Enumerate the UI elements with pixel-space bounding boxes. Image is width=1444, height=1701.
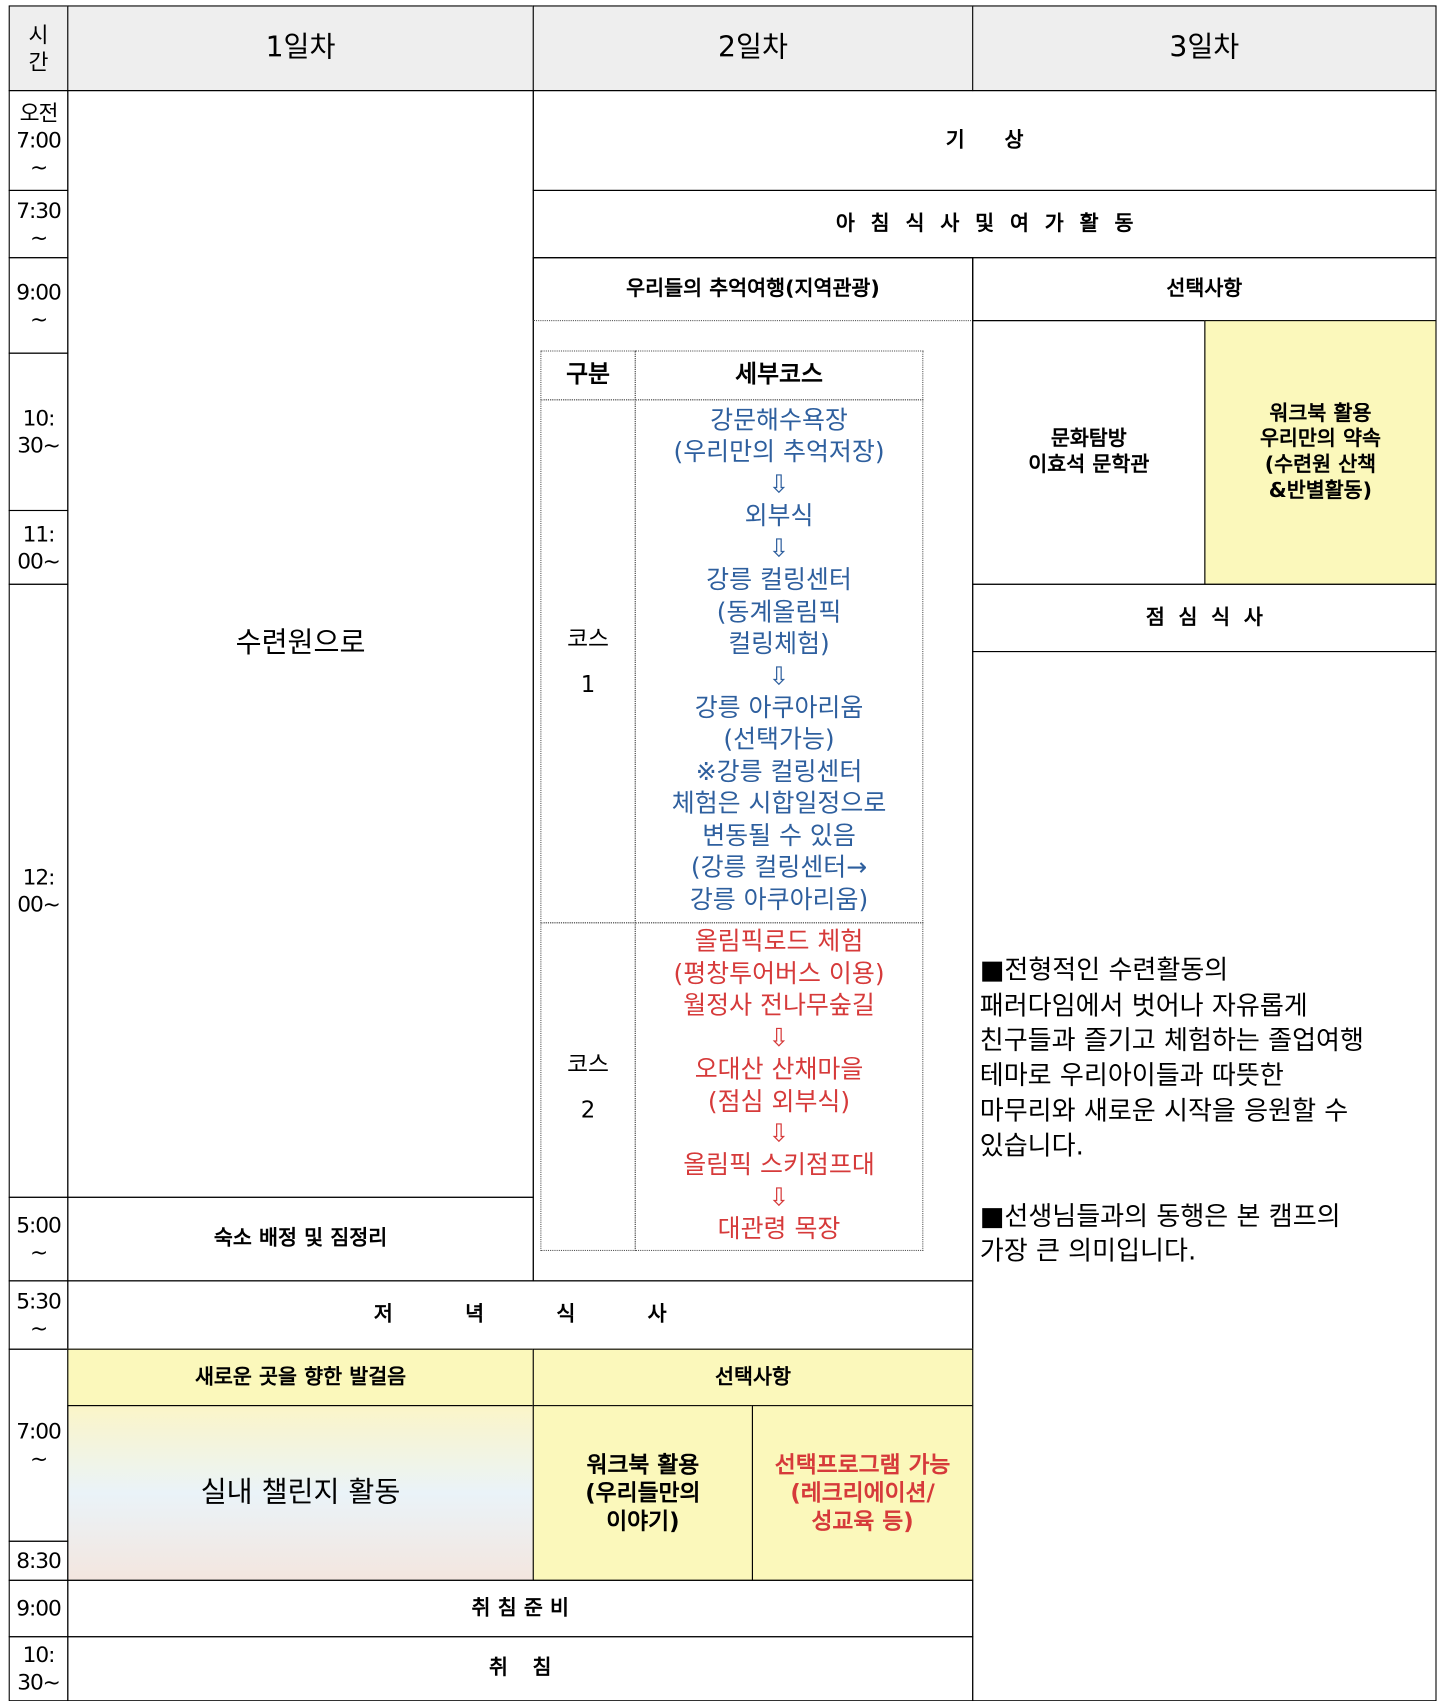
time: 10: 30~ [8, 1636, 69, 1701]
course-label: 코스 2 [540, 922, 636, 1252]
lunch: 점 심 식 사 [972, 583, 1437, 653]
dinner: 저 녁 식 사 [67, 1280, 974, 1350]
time: 10: 30~ [8, 352, 69, 512]
tour-title: 우리들의 추억여행(지역관광) [532, 257, 974, 322]
day1-main: 수련원으로 [67, 90, 534, 1198]
course-header: 세부코스 [634, 350, 924, 401]
day-header: 1일차 [67, 5, 534, 92]
workbook: 워크북 활용 우리만의 약속 (수련원 산책 &반별활동) [1204, 320, 1437, 585]
time: 7:30 ~ [8, 189, 69, 259]
sleep: 취 침 [67, 1636, 974, 1701]
course-detail: 올림픽로드 체험 (평창투어버스 이용) 월정사 전나무숲길 ⇩ 오대산 산채마… [634, 922, 924, 1252]
time: 9:00 ~ [8, 257, 69, 354]
culture: 문화탐방 이효석 문학관 [972, 320, 1206, 585]
evening-title: 새로운 곳을 향한 발걸음 [67, 1348, 534, 1407]
time: 12: 00~ [8, 583, 69, 1198]
time: 오전 7:00 ~ [8, 90, 69, 191]
wake: 기 상 [532, 90, 1437, 191]
time: 5:00 ~ [8, 1196, 69, 1282]
option-title: 선택사항 [532, 1348, 974, 1407]
option-title: 선택사항 [972, 257, 1437, 322]
evening-activity: 실내 챌린지 활동 [67, 1405, 534, 1581]
time: 5:30 ~ [8, 1280, 69, 1350]
breakfast: 아 침 식 사 및 여 가 활 동 [532, 189, 1437, 259]
day-header: 2일차 [532, 5, 974, 92]
course-header: 구분 [540, 350, 636, 401]
option-program: 선택프로그램 가능 (레크리에이션/ 성교육 등) [751, 1405, 974, 1581]
time: 7:00 ~ [8, 1348, 69, 1542]
course-detail: 강문해수욕장 (우리만의 추억저장) ⇩ 외부식 ⇩ 강릉 컬링센터 (동계올림… [634, 399, 924, 924]
time: 11: 00~ [8, 509, 69, 585]
note: ■전형적인 수련활동의 패러다임에서 벗어나 자유롭게 친구들과 즐기고 체험하… [972, 651, 1437, 1701]
time: 9:00 [8, 1579, 69, 1638]
day-header: 3일차 [972, 5, 1437, 92]
prep-sleep: 취 침 준 비 [67, 1579, 974, 1638]
time: 8:30 [8, 1540, 69, 1581]
time-header: 시 간 [8, 5, 69, 92]
option-workbook: 워크북 활용 (우리들만의 이야기) [532, 1405, 753, 1581]
course-label: 코스 1 [540, 399, 636, 924]
lodging: 숙소 배정 및 짐정리 [67, 1196, 534, 1282]
